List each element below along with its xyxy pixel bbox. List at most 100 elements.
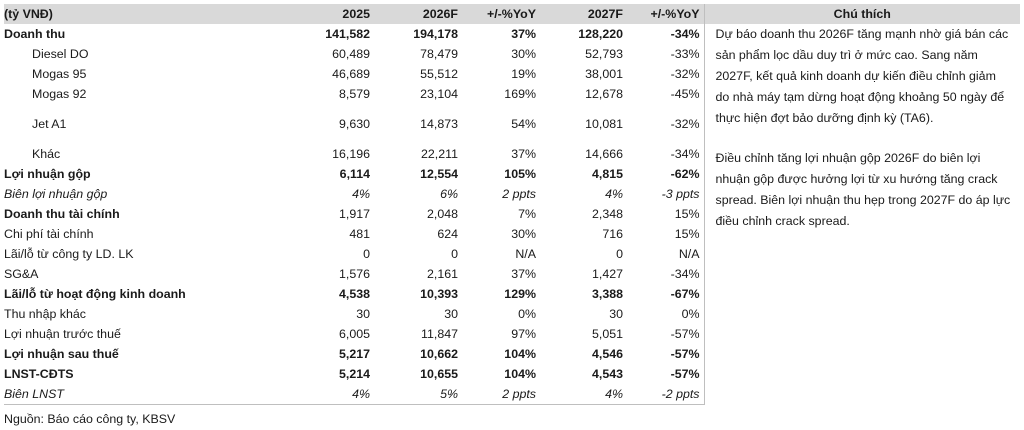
table-row: Lãi/lỗ từ hoạt động kinh doanh 4,538 10,… [4,284,1020,304]
value-2025: 5,214 [338,367,370,381]
source-note: Nguồn: Báo cáo công ty, KBSV [4,412,176,426]
value-2026f: 12,554 [420,167,458,181]
table-row: SG&A 1,576 2,161 37% 1,427 -34% [4,264,1020,284]
value-yoy-2026: 37% [511,27,536,41]
value-2026f: 2,048 [426,207,458,221]
value-2026f: 5% [370,384,458,405]
note-paragraph-gross-profit: Điều chỉnh tăng lợi nhuận gộp 2026F do b… [715,151,1011,228]
value-2025: 1,917 [338,207,370,221]
table-row: Doanh thu tài chính 1,917 2,048 7% 2,348… [4,204,1020,224]
table-row: Doanh thu 141,582 194,178 37% 128,220 -3… [4,24,1020,405]
value-2027f: 2,348 [591,207,623,221]
table-row: Diesel DO 60,489 78,479 30% 52,793 -33% [4,44,1020,64]
row-label: Biên LNST [4,384,234,405]
value-2027f: 30 [609,307,623,321]
value-2027f: 4,546 [591,347,623,361]
value-2027f: 1,427 [591,267,623,281]
value-2025: 6,005 [338,327,370,341]
row-label: Lãi/lỗ từ công ty LD. LK [4,247,134,261]
value-2025: 46,689 [332,67,370,81]
value-yoy-2027: -33% [670,47,700,61]
value-yoy-2027: -34% [670,267,700,281]
value-yoy-2026: 0% [518,307,536,321]
header-unit: (tỷ VNĐ) [4,7,53,21]
value-yoy-2027: -34% [670,147,700,161]
value-yoy-2026: 30% [511,47,536,61]
value-2025: 5,217 [338,347,370,361]
table-row: Lãi/lỗ từ công ty LD. LK 0 0 N/A 0 N/A [4,244,1020,264]
value-2025: 0 [363,247,370,261]
value-yoy-2026: 37% [511,147,536,161]
row-label: Lãi/lỗ từ hoạt động kinh doanh [4,287,186,301]
row-label: Lợi nhuận sau thuế [4,347,119,361]
row-label: Chi phí tài chính [4,227,94,241]
value-2027f: 716 [602,227,623,241]
header-yoy-2026: +/-%YoY [487,7,536,21]
table-row: Biên LNST 4% 5% 2 ppts 4% -2 ppts [4,384,1020,405]
row-label: LNST-CĐTS [4,367,74,381]
value-yoy-2027: 15% [674,207,700,221]
row-label: Khác [32,147,61,161]
table-row: Chi phí tài chính 481 624 30% 716 15% [4,224,1020,244]
table-row: Lợi nhuận gộp 6,114 12,554 105% 4,815 -6… [4,164,1020,184]
row-label: Mogas 95 [32,67,87,81]
row-label: Diesel DO [32,47,89,61]
value-yoy-2027: -62% [670,167,700,181]
value-yoy-2026: 104% [504,367,536,381]
header-2025: 2025 [342,7,370,21]
table-row: Mogas 92 8,579 23,104 169% 12,678 -45% [4,84,1020,104]
value-2027f: 3,388 [591,287,623,301]
value-2026f: 11,847 [421,327,458,341]
value-yoy-2026: 2 ppts [502,187,536,201]
value-2027f: 5,051 [591,327,623,341]
value-yoy-2026: 105% [504,167,536,181]
value-yoy-2027: 0% [681,307,700,321]
value-2026f: 194,178 [413,27,458,41]
table-row: Lợi nhuận trước thuế 6,005 11,847 97% 5,… [4,324,1020,344]
value-2026f: 30 [444,307,458,321]
value-2025: 9,630 [338,117,370,131]
table-row: Thu nhập khác 30 30 0% 30 0% [4,304,1020,324]
row-label: Thu nhập khác [4,307,86,321]
value-2026f: 10,655 [420,367,458,381]
value-yoy-2026: 54% [511,117,536,131]
value-yoy-2027: -34% [670,27,700,41]
value-yoy-2026: 129% [504,287,536,301]
value-yoy-2027: -45% [670,87,700,101]
value-2025: 141,582 [325,27,370,41]
value-yoy-2026: 37% [511,267,536,281]
value-2027f: 38,001 [585,67,623,81]
value-2026f: 78,479 [420,47,458,61]
value-2026f: 10,393 [420,287,458,301]
value-yoy-2026: 19% [511,67,536,81]
value-yoy-2027: -57% [670,347,700,361]
value-yoy-2027: -57% [670,327,700,341]
table-row: Biên lợi nhuận gộp 4% 6% 2 ppts 4% -3 pp… [4,184,1020,204]
row-label: Lợi nhuận gộp [4,167,91,181]
value-2027f: 4,815 [591,167,623,181]
row-label: Jet A1 [32,117,67,131]
financial-forecast-table: (tỷ VNĐ) 2025 2026F +/-%YoY 2027F +/-%Yo… [4,4,1020,405]
value-2027f: 4% [536,384,623,405]
row-label: Mogas 92 [32,87,87,101]
value-2025: 481 [349,227,370,241]
notes-cell: Dự báo doanh thu 2026F tăng mạnh nhờ giá… [703,24,1020,405]
value-yoy-2027: -32% [670,67,700,81]
table-row: Khác 16,196 22,211 37% 14,666 -34% [4,144,1020,164]
value-2026f: 23,104 [420,87,458,101]
header-2027f: 2027F [587,7,623,21]
value-2027f: 10,081 [585,117,623,131]
value-2027f: 4% [605,187,623,201]
value-yoy-2026: 2 ppts [458,384,536,405]
header-note: Chú thích [703,4,1020,24]
value-2026f: 2,161 [426,267,458,281]
header-2026f: 2026F [422,7,458,21]
value-2025: 6,114 [339,167,370,181]
header-yoy-2027: +/-%YoY [650,7,700,21]
table-row: Mogas 95 46,689 55,512 19% 38,001 -32% [4,64,1020,84]
value-yoy-2027: -32% [670,117,700,131]
value-2025: 1,576 [338,267,370,281]
table-header-row: (tỷ VNĐ) 2025 2026F +/-%YoY 2027F +/-%Yo… [4,4,1020,24]
row-label: Biên lợi nhuận gộp [4,187,108,201]
value-yoy-2026: 7% [518,207,536,221]
